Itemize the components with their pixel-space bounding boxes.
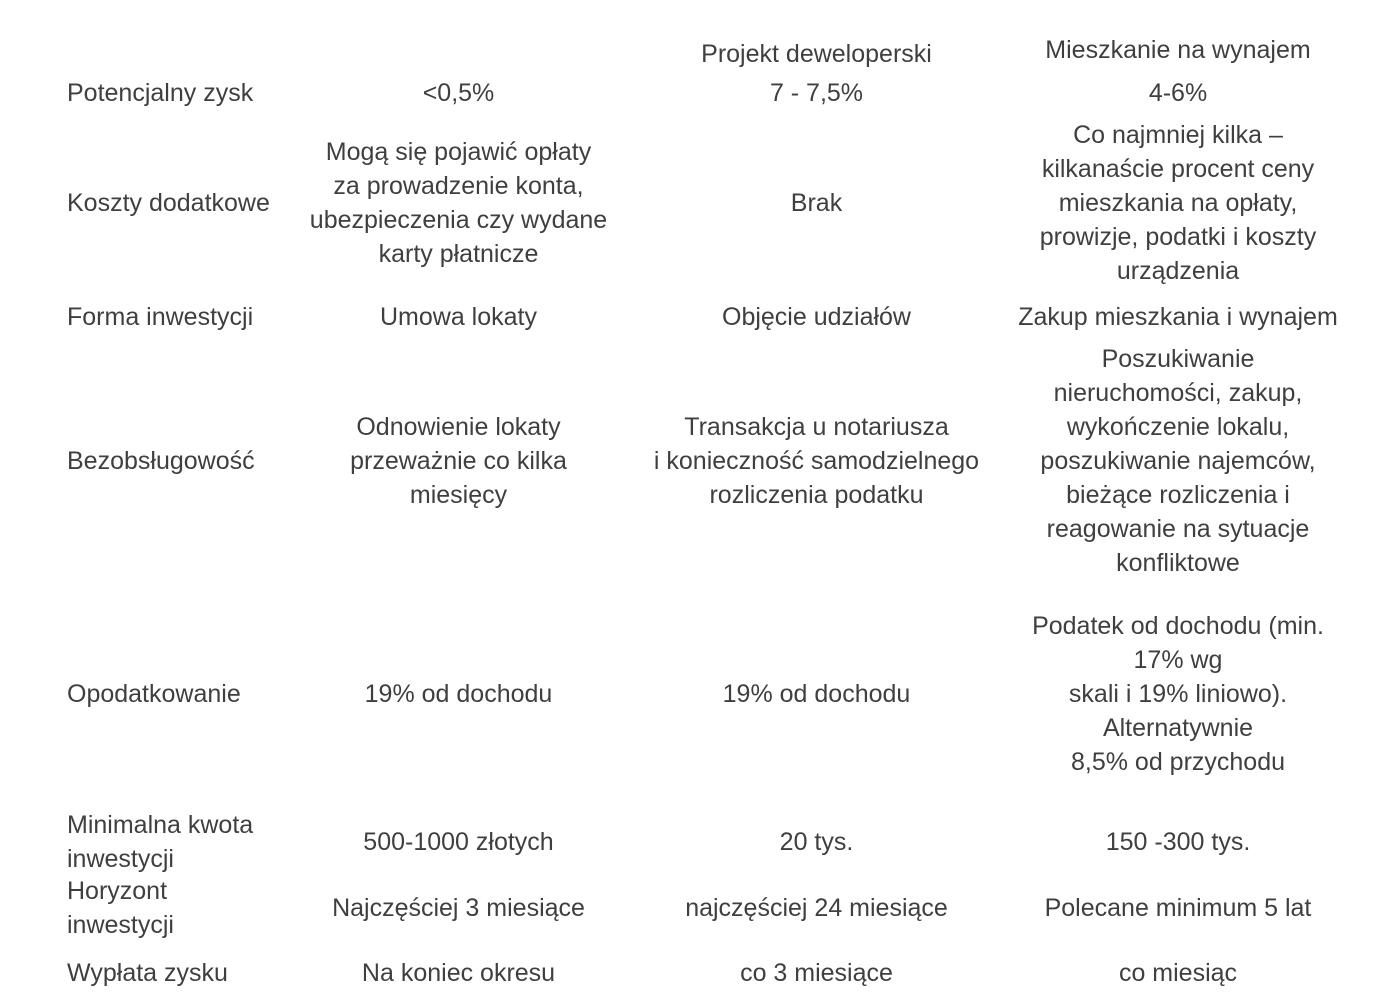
cell-projekt-deweloperski: co 3 miesiące — [740, 958, 893, 987]
table-row-wyplata-zysku: Wypłata zysku Na koniec okresu co 3 mies… — [0, 948, 1360, 997]
row-label: Forma inwestycji — [67, 303, 254, 331]
cell-mieszkanie-na-wynajem: 150 -300 tys. — [1105, 828, 1251, 856]
header-column-mieszkanie-na-wynajem: Mieszkanie na wynajem — [1045, 36, 1311, 64]
row-label: Koszty dodatkowe — [67, 188, 270, 217]
cell-projekt-deweloperski: 7 - 7,5% — [769, 78, 864, 107]
cell-projekt-deweloperski: Objęcie udziałów — [722, 303, 911, 331]
cell-mieszkanie-na-wynajem: Polecane minimum 5 lat — [1044, 894, 1312, 922]
cell-mieszkanie-na-wynajem: Co najmniej kilka – kilkanaście procent … — [1039, 120, 1317, 285]
cell-lokata: Na koniec okresu — [361, 958, 556, 987]
row-label: Minimalna kwota inwestycji — [67, 811, 254, 873]
row-label: Bezobsługowość — [67, 447, 255, 475]
cell-projekt-deweloperski: 20 tys. — [779, 828, 854, 856]
table-row-forma-inwestycji: Forma inwestycji Umowa lokaty Objęcie ud… — [0, 292, 1360, 342]
cell-lokata: Najczęściej 3 miesiące — [332, 894, 585, 922]
header-column-projekt-deweloperski: Projekt deweloperski — [701, 40, 932, 68]
header-column-lokata — [280, 71, 637, 72]
cell-lokata: 500-1000 złotych — [363, 828, 554, 856]
cell-mieszkanie-na-wynajem: co miesiąc — [1118, 958, 1238, 987]
cell-lokata: Mogą się pojawić opłaty za prowadzenie k… — [309, 137, 608, 268]
table-row-potencjalny-zysk: Potencjalny zysk <0,5% 7 - 7,5% 4-6% — [0, 72, 1360, 113]
header-row-labels-column — [0, 71, 280, 72]
row-label: Potencjalny zysk — [67, 78, 254, 107]
cell-lokata: <0,5% — [422, 78, 495, 107]
cell-projekt-deweloperski: 19% od dochodu — [722, 680, 911, 708]
cell-projekt-deweloperski: najczęściej 24 miesiące — [685, 894, 948, 922]
cell-mieszkanie-na-wynajem: Zakup mieszkania i wynajem — [1018, 303, 1338, 331]
cell-lokata: 19% od dochodu — [364, 680, 553, 708]
cell-mieszkanie-na-wynajem: Poszukiwanie nieruchomości, zakup, wykoń… — [1040, 345, 1316, 577]
cell-projekt-deweloperski: Transakcja u notariusza i konieczność sa… — [653, 413, 980, 509]
row-label: Opodatkowanie — [67, 680, 241, 708]
table-row-minimalna-kwota-inwestycji: Minimalna kwota inwestycji 500-1000 złot… — [0, 808, 1360, 873]
row-label: Wypłata zysku — [67, 958, 228, 987]
cell-projekt-deweloperski: Brak — [790, 188, 843, 217]
cell-mieszkanie-na-wynajem: 4-6% — [1148, 78, 1208, 107]
table-header-row: Projekt deweloperski Mieszkanie na wynaj… — [0, 0, 1360, 72]
table-row-opodatkowanie: Opodatkowanie 19% od dochodu 19% od doch… — [0, 580, 1360, 808]
table-row-horyzont-inwestycji: Horyzont inwestycji Najczęściej 3 miesią… — [0, 868, 1360, 948]
cell-mieszkanie-na-wynajem: Podatek od dochodu (min. 17% wg skali i … — [1032, 612, 1324, 776]
cell-lokata: Odnowienie lokaty przeważnie co kilka mi… — [350, 413, 567, 509]
table-row-koszty-dodatkowe: Koszty dodatkowe Mogą się pojawić opłaty… — [0, 113, 1360, 292]
row-label: Horyzont inwestycji — [67, 877, 174, 939]
cell-lokata: Umowa lokaty — [380, 303, 537, 331]
table-row-bezobslugowosc: Bezobsługowość Odnowienie lokaty przeważ… — [0, 342, 1360, 580]
